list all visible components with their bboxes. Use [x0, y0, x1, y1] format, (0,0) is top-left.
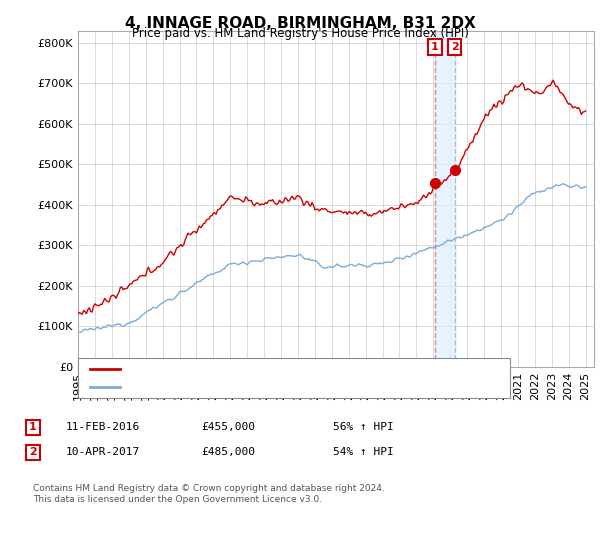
Text: HPI: Average price, detached house, Birmingham: HPI: Average price, detached house, Birm…: [126, 381, 383, 391]
Text: 4, INNAGE ROAD, BIRMINGHAM, B31 2DX: 4, INNAGE ROAD, BIRMINGHAM, B31 2DX: [125, 16, 475, 31]
Text: £455,000: £455,000: [201, 422, 255, 432]
Text: 11-FEB-2016: 11-FEB-2016: [66, 422, 140, 432]
Text: 2: 2: [29, 447, 37, 458]
Bar: [435, 31, 455, 367]
Text: Price paid vs. HM Land Registry's House Price Index (HPI): Price paid vs. HM Land Registry's House …: [131, 27, 469, 40]
Text: Contains HM Land Registry data © Crown copyright and database right 2024.
This d: Contains HM Land Registry data © Crown c…: [33, 484, 385, 504]
Text: 10-APR-2017: 10-APR-2017: [66, 447, 140, 458]
Text: £485,000: £485,000: [201, 447, 255, 458]
Text: 2: 2: [451, 42, 458, 52]
Text: 1: 1: [431, 42, 439, 52]
Text: 56% ↑ HPI: 56% ↑ HPI: [333, 422, 394, 432]
Text: 54% ↑ HPI: 54% ↑ HPI: [333, 447, 394, 458]
Text: 1: 1: [29, 422, 37, 432]
Text: 4, INNAGE ROAD, BIRMINGHAM, B31 2DX (detached house): 4, INNAGE ROAD, BIRMINGHAM, B31 2DX (det…: [126, 365, 435, 375]
